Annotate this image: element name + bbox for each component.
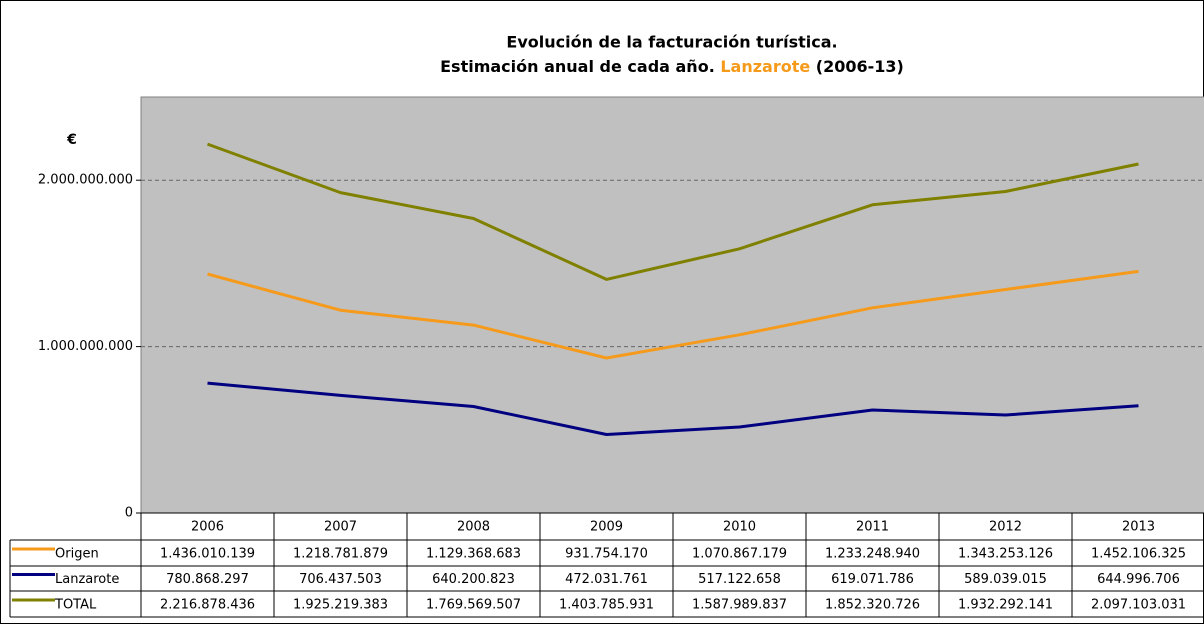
table-value: 1.452.106.325	[1091, 547, 1186, 562]
table-value: 706.437.503	[299, 572, 382, 587]
subtitle-part: Estimación anual de cada año.	[440, 57, 715, 76]
chart-subtitle: Estimación anual de cada año. Lanzarote …	[440, 57, 904, 76]
table-value: 1.852.320.726	[825, 598, 920, 613]
table-value: 1.070.867.179	[692, 547, 787, 562]
x-tick-label: 2010	[723, 520, 756, 535]
table-value: 1.769.569.507	[426, 598, 521, 613]
table-value: 1.403.785.931	[559, 598, 654, 613]
x-tick-label: 2011	[856, 520, 889, 535]
y-tick-label: 0	[125, 506, 133, 521]
subtitle-highlight: Lanzarote	[720, 57, 810, 76]
table-value: 1.925.219.383	[293, 598, 388, 613]
legend-label: Lanzarote	[55, 572, 119, 587]
y-axis-label: €	[66, 132, 77, 148]
table-value: 780.868.297	[166, 572, 249, 587]
table-value: 517.122.658	[698, 572, 781, 587]
table-value: 1.587.989.837	[692, 598, 787, 613]
line-series	[207, 269, 1139, 360]
table-value: 1.129.368.683	[426, 547, 521, 562]
subtitle-part: (2006-13)	[816, 57, 904, 76]
table-value: 619.071.786	[831, 572, 914, 587]
table-value: 1.436.010.139	[160, 547, 255, 562]
table-value: 2.097.103.031	[1091, 598, 1186, 613]
plot-area	[140, 96, 1204, 514]
table-value: 589.039.015	[964, 572, 1047, 587]
y-tick-label: 2.000.000.000	[38, 173, 133, 188]
x-tick-label: 2012	[989, 520, 1022, 535]
table-value: 931.754.170	[565, 547, 648, 562]
line-series	[207, 381, 1139, 436]
line-series	[206, 142, 1139, 281]
chart-title: Evolución de la facturación turística.	[506, 33, 837, 52]
table-value: 2.216.878.436	[160, 598, 255, 613]
y-tick-label: 1.000.000.000	[38, 339, 133, 354]
table-value: 1.932.292.141	[958, 598, 1053, 613]
table-value: 644.996.706	[1097, 572, 1180, 587]
table-value: 1.233.248.940	[825, 547, 920, 562]
legend-label: TOTAL	[54, 598, 97, 613]
x-tick-label: 2006	[191, 520, 224, 535]
table-value: 472.031.761	[565, 572, 648, 587]
table-value: 1.343.253.126	[958, 547, 1053, 562]
x-tick-label: 2009	[590, 520, 623, 535]
x-tick-label: 2008	[457, 520, 490, 535]
legend-label: Origen	[55, 547, 99, 562]
x-tick-label: 2007	[324, 520, 357, 535]
x-tick-label: 2013	[1122, 520, 1155, 535]
table-value: 1.218.781.879	[293, 547, 388, 562]
table-value: 640.200.823	[432, 572, 515, 587]
